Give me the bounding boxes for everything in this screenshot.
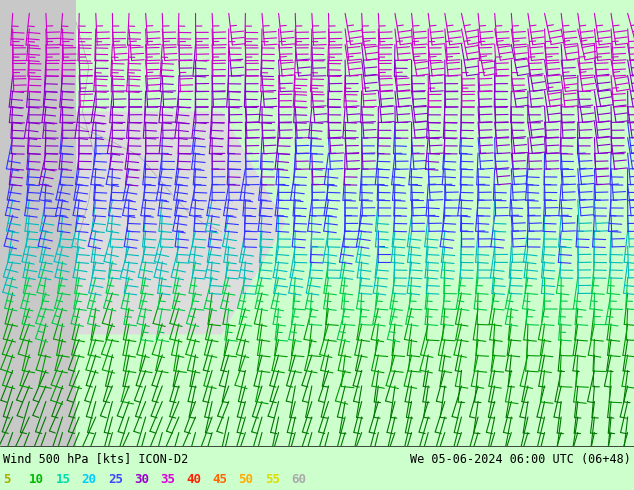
Text: 35: 35 <box>160 473 175 487</box>
Polygon shape <box>0 0 76 446</box>
Text: We 05-06-2024 06:00 UTC (06+48): We 05-06-2024 06:00 UTC (06+48) <box>410 453 631 466</box>
Text: 25: 25 <box>108 473 123 487</box>
Text: 60: 60 <box>291 473 306 487</box>
Text: Wind 500 hPa [kts] ICON-D2: Wind 500 hPa [kts] ICON-D2 <box>3 453 188 466</box>
Polygon shape <box>76 112 285 334</box>
Text: 50: 50 <box>238 473 254 487</box>
Text: 30: 30 <box>134 473 149 487</box>
Text: 10: 10 <box>29 473 44 487</box>
Text: 5: 5 <box>3 473 11 487</box>
Text: 40: 40 <box>186 473 201 487</box>
Text: 45: 45 <box>212 473 228 487</box>
Text: 15: 15 <box>56 473 70 487</box>
Text: 55: 55 <box>265 473 280 487</box>
Text: 20: 20 <box>82 473 96 487</box>
